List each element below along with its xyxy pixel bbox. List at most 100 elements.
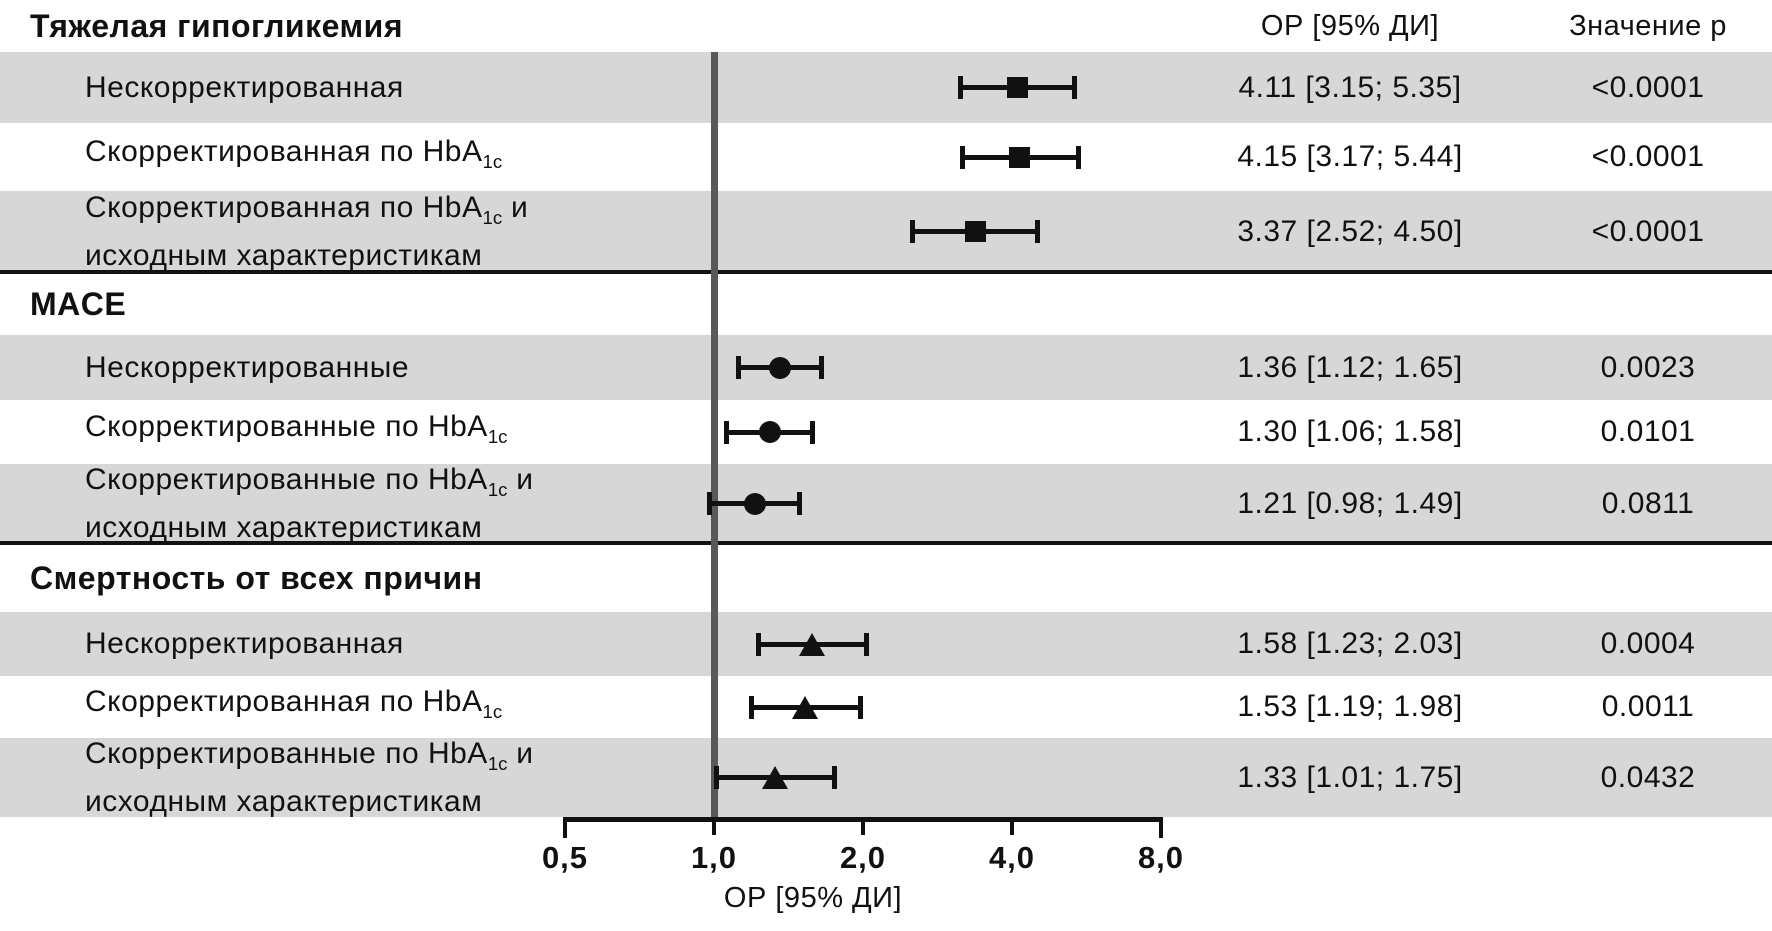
estimate-value: 1.36 [1.12; 1.65] [1237,350,1463,384]
ci-cap-low [756,632,761,656]
section-title: MACE [30,286,127,322]
row-label-text: Скорректированная по HbA [85,135,483,168]
ci-cap-high [819,356,825,379]
row-label-text: Нескорректированные [85,350,410,384]
row-label: Скорректированные по HbA1c [85,400,507,464]
row-label-subscript: 1c [487,478,508,500]
x-axis-tick [861,817,865,835]
row-label-line1: Скорректированные по HbA1c и [85,735,534,783]
x-axis-tick-label: 2,0 [839,840,887,875]
ci-cap-low [748,695,754,719]
ci-cap-high [1075,145,1081,169]
row-label-line1: Скорректированная по HbA1c [85,683,502,731]
marker-triangle [792,695,819,719]
row-label-text: и [507,462,534,496]
row-label: Скорректированная по HbA1c [85,123,502,191]
section-title: Тяжелая гипогликемия [30,7,403,44]
p-value: 0.0811 [1601,486,1695,520]
ci-cap-high [1034,220,1040,243]
ci-cap-high [809,420,815,444]
p-value: 0.0023 [1600,350,1696,384]
marker-triangle [762,766,789,789]
x-axis-tick-label: 1,0 [690,840,738,875]
row-shade [0,464,1772,543]
x-axis-tick [1010,817,1014,835]
x-axis-tick [1159,817,1163,838]
p-value: <0.0001 [1591,214,1705,248]
ci-cap-low [910,220,916,243]
row-label-line2: исходным характеристикам [85,238,483,272]
row-label-line1: Скорректированные по HbA1c [85,408,507,456]
estimate-value: 4.11 [3.15; 5.35] [1238,70,1462,104]
row-label: Нескорректированная [85,52,404,123]
row-label: Скорректированная по HbA1c [85,676,502,738]
row-shade [0,738,1772,817]
marker-square [964,221,986,242]
ci-cap-low [713,766,719,789]
p-value: <0.0001 [1591,70,1705,104]
marker-circle [759,421,782,443]
ci-cap-low [958,76,964,99]
row-label-text: Нескорректированная [85,627,404,660]
x-axis-title: ОР [95% ДИ] [723,882,903,914]
section-separator [0,270,1772,274]
marker-circle [769,356,792,379]
row-shade [0,191,1772,272]
row-label-subscript: 1c [482,701,503,722]
row-label-line1: Скорректированные по HbA1c и [85,461,534,509]
marker-square [1007,77,1029,98]
marker-circle [743,492,766,515]
row-shade [0,335,1772,400]
p-value: 0.0011 [1601,690,1695,723]
ci-cap-high [858,695,864,719]
row-shade [0,612,1772,676]
row-label-text: Скорректированные по HbA [85,410,488,443]
row-label-line2: исходным характеристикам [85,784,483,818]
ci-cap-high [831,766,837,789]
row-label-text: и [507,736,534,770]
x-axis-tick [563,817,567,838]
column-header-p-value: Значение p [1569,9,1727,42]
row-label-text: Скорректированная по HbA [85,190,483,224]
row-label-subscript: 1c [482,206,503,228]
row-label-text: Нескорректированная [85,70,404,104]
row-label-line1: Нескорректированная [85,69,404,107]
row-label: Нескорректированные [85,335,409,400]
row-label-subscript: 1c [487,752,508,774]
row-label-text: и [502,190,529,224]
x-axis-tick [712,817,716,835]
section-title: Смертность от всех причин [30,560,483,596]
ci-cap-high [863,632,869,656]
row-label-subscript: 1c [482,151,503,172]
row-label-line2: исходным характеристикам [85,510,483,544]
ci-cap-low [707,492,713,515]
estimate-value: 1.53 [1.19; 1.98] [1237,690,1463,723]
row-label-text: Скорректированная по HbA [85,685,483,718]
ci-cap-low [724,420,730,444]
p-value: 0.0004 [1600,627,1696,660]
row-label-line1: Нескорректированные [85,349,409,387]
ci-cap-high [1072,76,1077,99]
row-label-text: Скорректированные по HbA [85,736,488,770]
estimate-value: 1.21 [0.98; 1.49] [1237,486,1463,520]
ci-cap-low [959,145,965,169]
row-label-line1: Скорректированная по HbA1c [85,133,502,181]
estimate-value: 4.15 [3.17; 5.44] [1237,140,1463,173]
ci-cap-low [735,356,741,379]
section-separator [0,541,1772,545]
x-axis-tick-label: 0,5 [541,840,589,875]
p-value: <0.0001 [1591,140,1705,173]
row-label-line1: Нескорректированная [85,625,404,663]
marker-square [1009,146,1031,168]
p-value: 0.0432 [1600,760,1696,794]
estimate-value: 1.58 [1.23; 2.03] [1237,627,1463,660]
row-label: Скорректированные по HbA1c и исходным хар… [85,461,534,544]
reference-line [710,52,718,822]
row-label-subscript: 1c [487,426,508,447]
column-header-estimate: ОР [95% ДИ] [1260,9,1440,42]
row-label: Нескорректированная [85,612,404,676]
p-value: 0.0101 [1600,415,1696,448]
ci-cap-high [797,492,803,515]
row-label: Скорректированная по HbA1c и исходным хар… [85,191,528,272]
row-label-text: Скорректированные по HbA [85,462,488,496]
